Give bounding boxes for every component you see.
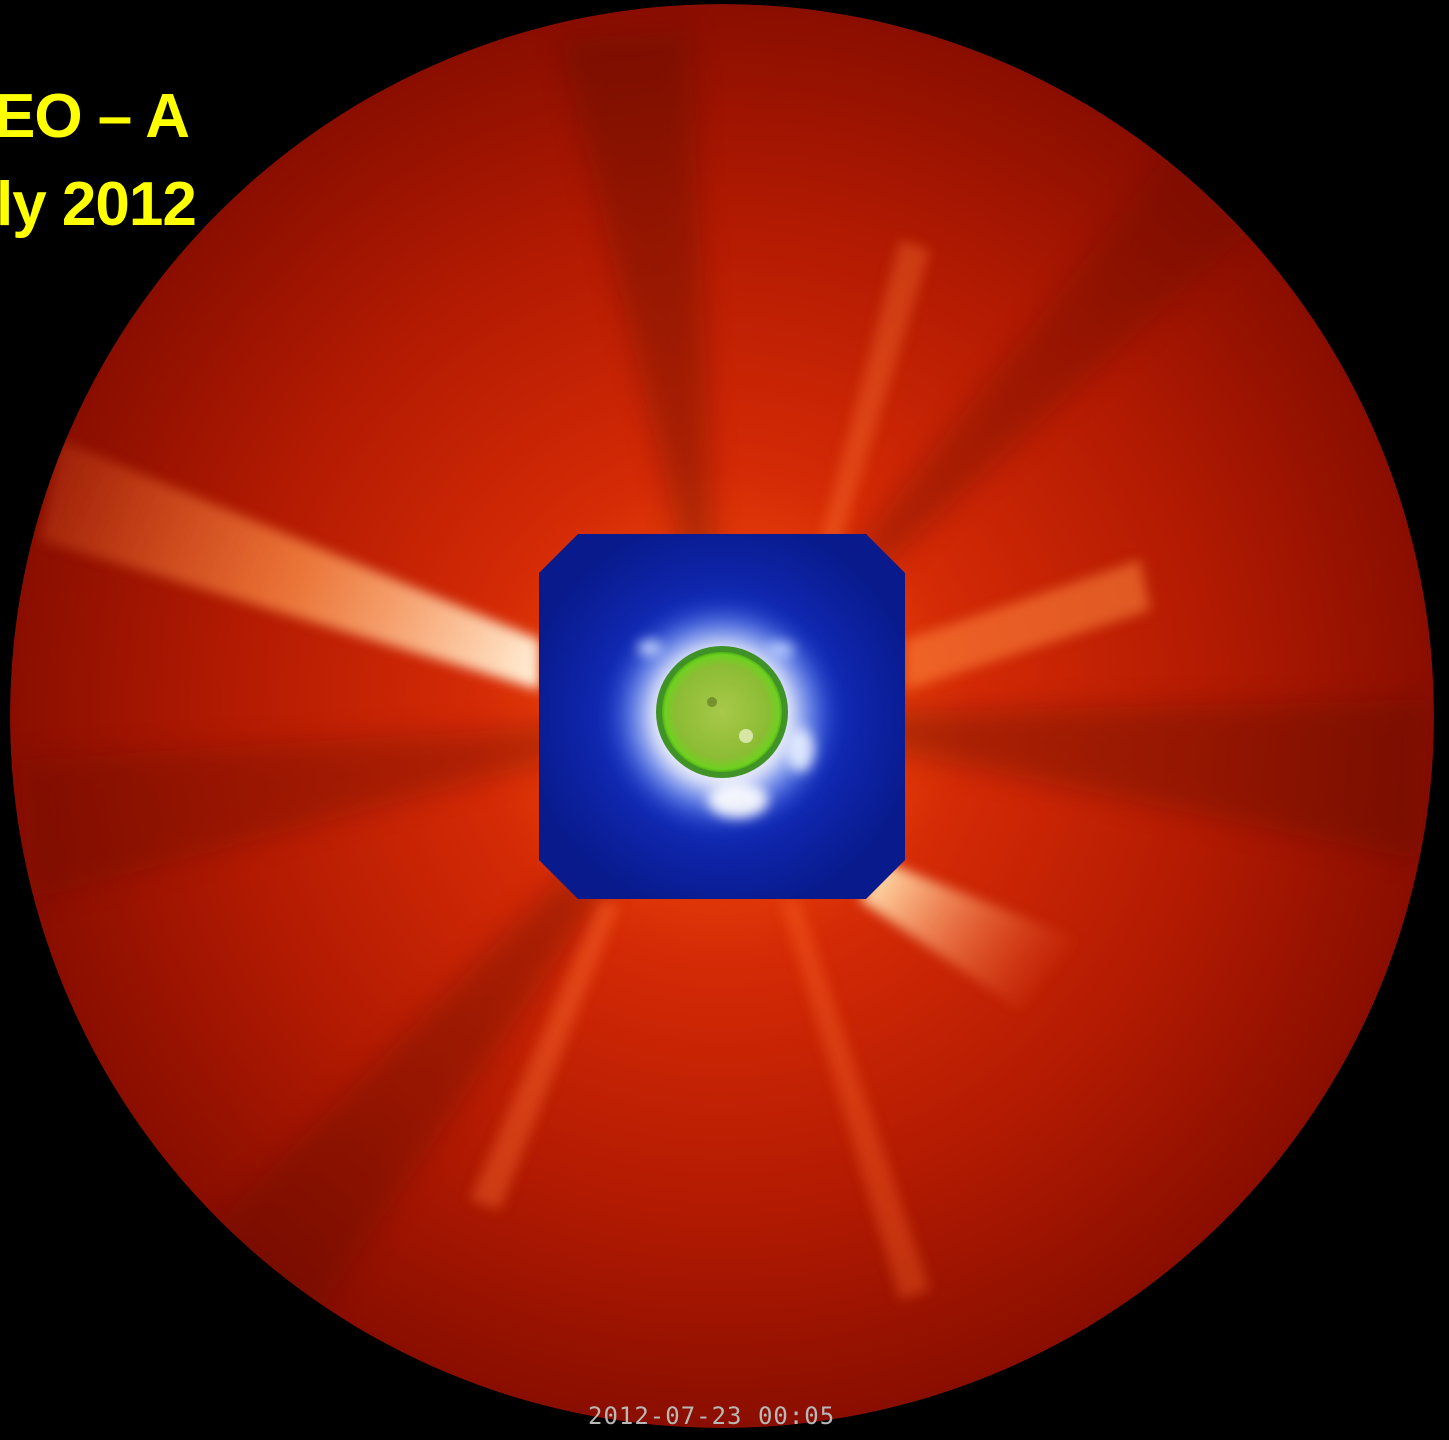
solar-disk <box>656 646 788 778</box>
image-timestamp: 2012-07-23 00:05 <box>588 1402 836 1430</box>
caption-date-label: ly 2012 <box>0 170 197 239</box>
caption-spacecraft-label: EO – A <box>0 82 190 151</box>
